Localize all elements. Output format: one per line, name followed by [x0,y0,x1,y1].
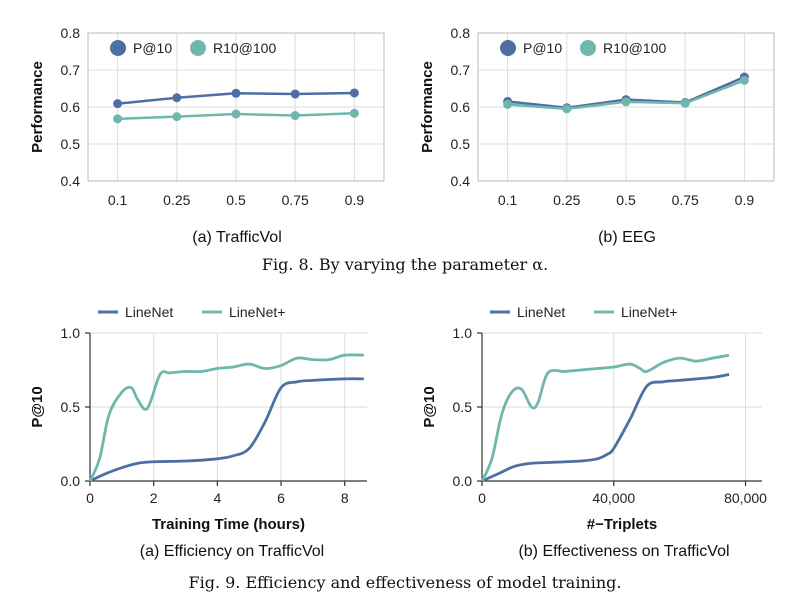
subcaption: (a) Efficiency on TrafficVol [140,543,324,560]
y-tick-label: 0.6 [451,99,471,115]
series-line-linenet- [88,353,364,482]
legend-label: P@10 [133,40,172,56]
legend-label: R10@100 [603,40,666,56]
legend-marker [110,40,126,56]
y-tick-label: 0.5 [61,136,81,152]
x-tick-label: 0.9 [735,192,755,208]
x-tick-label: 0.1 [108,192,128,208]
plot-frame [87,32,385,182]
y-axis-title: Performance [419,61,436,153]
x-tick-label: 0.1 [498,192,518,208]
data-point [680,98,690,108]
y-tick-label: 0.8 [451,25,471,41]
x-tick-label: 0 [86,490,94,506]
y-tick-label: 0.8 [61,25,81,41]
x-tick-label: 0.5 [616,192,636,208]
legend-label: LineNet+ [621,304,677,320]
series-line-linenet [481,373,730,483]
x-tick-label: 6 [277,490,285,506]
x-tick-label: 2 [150,490,158,506]
subcaption: (a) TrafficVol [192,229,282,246]
legend-label: LineNet+ [229,304,285,320]
y-tick-label: 0.7 [61,62,81,78]
chart-panel-efficiency: 0.0 0.5 1.0 0 2 4 6 8 P@10 Training Time (hours) L… [29,304,367,560]
series-line-linenet- [480,353,730,482]
x-tick-label: 0.25 [163,192,190,208]
y-tick-label: 0.5 [451,136,471,152]
figure-caption-8: Fig. 8. By varying the parameter α. [262,255,548,274]
data-point [349,88,359,98]
data-point [113,114,123,124]
legend-label: LineNet [125,304,173,320]
data-point [290,111,300,121]
data-point [113,99,123,109]
x-tick-label: 4 [213,490,221,506]
y-tick-label: 0.5 [61,399,81,415]
x-axis-title: #−Triplets [587,516,657,533]
x-tick-label: 8 [341,490,349,506]
x-tick-label: 0.75 [672,192,699,208]
y-tick-label: 0.4 [451,173,471,189]
data-point [290,89,300,99]
chart-panel-effectiveness: 0.0 0.5 1.0 0 40,000 80,000 P@10 #−Triplets Line… [421,304,767,560]
x-tick-label: 0.25 [553,192,580,208]
x-axis-title: Training Time (hours) [152,516,305,533]
legend-marker [190,40,206,56]
x-tick-label: 0.5 [226,192,246,208]
y-tick-label: 1.0 [453,325,473,341]
plot-frame [477,32,775,182]
series-line-linenet [89,377,364,483]
y-axis-title: Performance [29,61,46,153]
legend-label: LineNet [517,304,565,320]
x-tick-label: 0 [478,490,486,506]
y-tick-label: 0.0 [61,473,81,489]
chart-panel-trafficvol: 0.4 0.5 0.6 0.7 0.8 0.1 0.25 0.5 0.75 0.9 Performa… [29,25,385,246]
y-tick-label: 0.4 [61,173,81,189]
y-tick-label: 0.7 [451,62,471,78]
subcaption: (b) Effectiveness on TrafficVol [518,543,729,560]
y-tick-label: 0.6 [61,99,81,115]
x-tick-label: 0.9 [345,192,365,208]
data-point [172,93,182,103]
chart-panel-eeg: 0.4 0.5 0.6 0.7 0.8 0.1 0.25 0.5 0.75 0.9 Performa… [419,25,775,246]
y-tick-label: 0.5 [453,399,473,415]
y-axis-title: P@10 [29,386,46,427]
legend-label: R10@100 [213,40,276,56]
legend-marker [500,40,516,56]
data-point [562,104,572,114]
legend-label: P@10 [523,40,562,56]
data-point [621,97,631,107]
data-point [349,108,359,118]
data-point [172,112,182,122]
figure-caption-9: Fig. 9. Efficiency and effectiveness of … [188,573,621,592]
x-tick-label: 40,000 [592,490,635,506]
y-tick-label: 0.0 [453,473,473,489]
y-axis-title: P@10 [421,386,438,427]
data-point [503,99,513,109]
data-point [231,88,241,98]
legend-marker [580,40,596,56]
data-point [231,109,241,119]
subcaption: (b) EEG [598,229,656,246]
x-tick-label: 80,000 [724,490,767,506]
y-tick-label: 1.0 [61,325,81,341]
data-point [739,75,749,85]
x-tick-label: 0.75 [282,192,309,208]
